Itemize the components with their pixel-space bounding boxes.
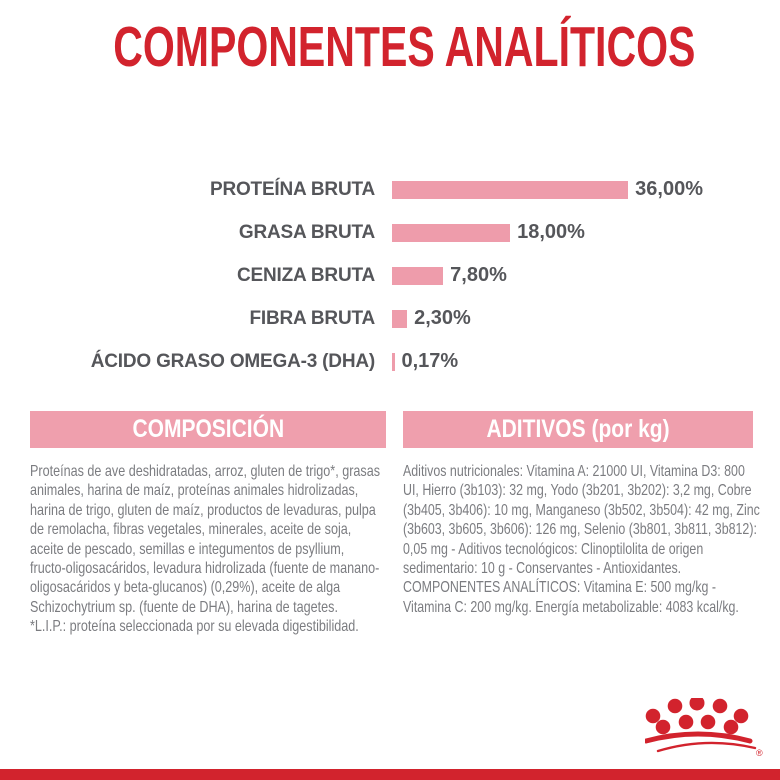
chart-category-label: CENIZA BRUTA xyxy=(237,264,375,286)
chart-bar: 18,00% xyxy=(392,221,585,244)
chart-bar: 7,80% xyxy=(392,264,507,287)
additives-body: Aditivos nutricionales: Vitamina A: 2100… xyxy=(403,463,760,616)
chart-bar-fill xyxy=(392,223,511,242)
chart-bar-fill xyxy=(392,266,444,285)
chart-value-label: 0,17% xyxy=(401,350,459,372)
chart-category-label: ÁCIDO GRASO OMEGA-3 (DHA) xyxy=(90,350,375,372)
composition-footnote: *L.I.P.: proteína seleccionada por su el… xyxy=(30,618,359,636)
chart-row: ÁCIDO GRASO OMEGA-3 (DHA) 0,17% xyxy=(0,340,780,383)
additives-text: Aditivos nutricionales: Vitamina A: 2100… xyxy=(403,462,760,617)
chart-category-label: PROTEÍNA BRUTA xyxy=(209,178,375,200)
analytical-components-chart: PROTEÍNA BRUTA 36,00% GRASA BRUTA 18,00%… xyxy=(0,168,780,383)
chart-bar-fill xyxy=(392,309,408,328)
chart-row: CENIZA BRUTA 7,80% xyxy=(0,254,780,297)
chart-bar: 2,30% xyxy=(392,307,471,330)
registered-trademark-symbol: ® xyxy=(756,748,763,758)
chart-row: GRASA BRUTA 18,00% xyxy=(0,211,780,254)
page-title: COMPONENTES ANALÍTICOS xyxy=(113,15,696,79)
chart-bar-fill xyxy=(392,352,395,371)
chart-value-label: 36,00% xyxy=(635,178,703,200)
chart-row: FIBRA BRUTA 2,30% xyxy=(0,297,780,340)
composition-body: Proteínas de ave deshidratadas, arroz, g… xyxy=(30,463,380,616)
chart-category-label: GRASA BRUTA xyxy=(238,221,375,243)
chart-row: PROTEÍNA BRUTA 36,00% xyxy=(0,168,780,211)
chart-bar-fill xyxy=(392,180,629,199)
composition-section-header: COMPOSICIÓN xyxy=(30,411,386,448)
royal-canin-crown-logo: ® xyxy=(645,698,763,758)
chart-value-label: 7,80% xyxy=(450,264,507,286)
chart-category-label: FIBRA BRUTA xyxy=(249,307,375,329)
footer-accent-bar xyxy=(0,769,780,780)
chart-bar: 36,00% xyxy=(392,178,703,201)
chart-value-label: 18,00% xyxy=(517,221,585,243)
chart-bar: 0,17% xyxy=(392,350,458,373)
composition-text: Proteínas de ave deshidratadas, arroz, g… xyxy=(30,462,380,637)
additives-section-header: ADITIVOS (por kg) xyxy=(403,411,753,448)
chart-value-label: 2,30% xyxy=(414,307,471,329)
